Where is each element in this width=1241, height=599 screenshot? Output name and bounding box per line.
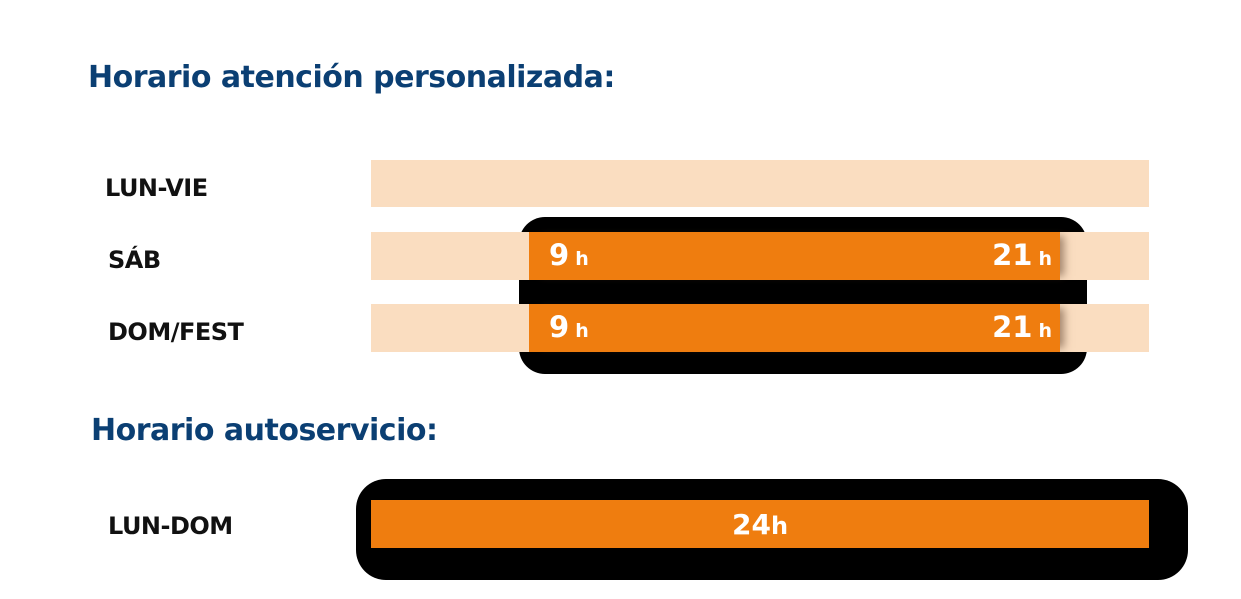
day-label-lun-vie: LUN-VIE <box>105 174 208 202</box>
self-service-title: Horario autoservicio: <box>91 413 438 448</box>
personal-service-title: Horario atención personalizada: <box>88 60 615 95</box>
self-service-hours-bar: 24h <box>371 500 1149 548</box>
day-label-sab: SÁB <box>108 246 161 274</box>
schedule-bar-lun-vie <box>371 160 1149 207</box>
day-label-dom-fest: DOM/FEST <box>108 318 244 346</box>
close-time-sab: 21 h <box>992 238 1052 272</box>
close-time-dom-fest: 21 h <box>992 310 1052 344</box>
day-label-lun-dom: LUN-DOM <box>108 512 233 540</box>
self-service-hours: 24h <box>731 508 789 541</box>
